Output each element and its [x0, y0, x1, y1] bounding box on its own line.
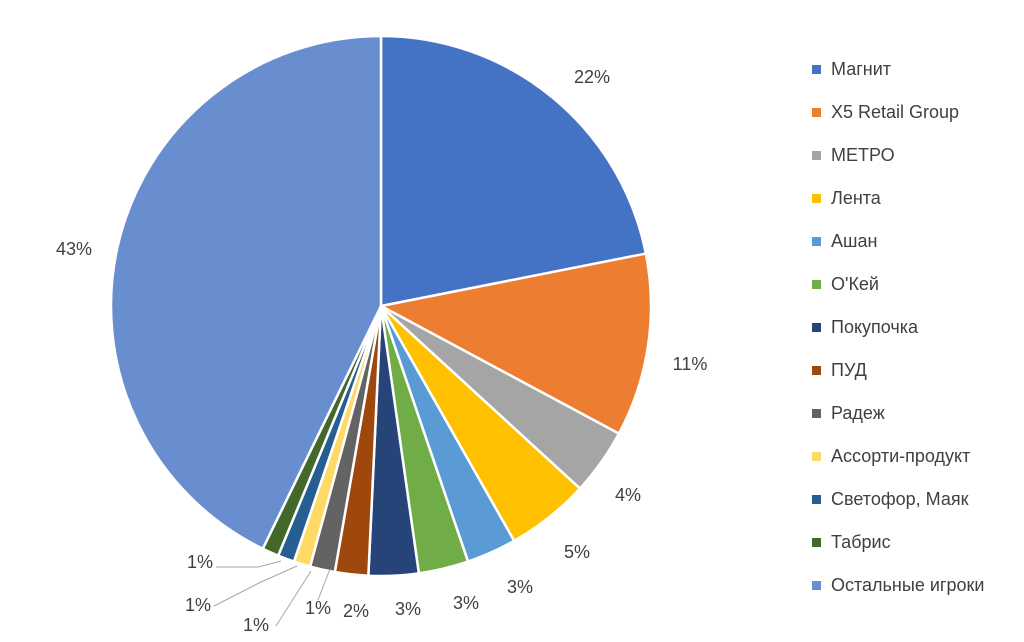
legend-swatch	[812, 237, 821, 246]
leader-line	[275, 570, 312, 627]
legend-item: ПУД	[812, 349, 1022, 392]
pie-slice-x5-retail-group	[379, 252, 653, 435]
legend-item: Радеж	[812, 392, 1022, 435]
legend-label: Покупочка	[831, 317, 919, 337]
legend-item: МЕТРО	[812, 134, 1022, 177]
leader-line	[216, 560, 282, 568]
data-label: 4%	[615, 485, 641, 505]
legend-swatch	[812, 452, 821, 461]
data-label: 1%	[185, 595, 211, 615]
legend-label: Магнит	[831, 59, 892, 79]
legend-swatch	[812, 495, 821, 504]
legend-swatch	[812, 194, 821, 203]
legend-label: X5 Retail Group	[831, 102, 960, 122]
legend-label: О'Кей	[831, 274, 879, 294]
leader-line	[213, 565, 298, 607]
data-label: 3%	[507, 577, 533, 597]
legend-item: Остальные игроки	[812, 564, 1022, 607]
legend-label: Светофор, Маяк	[831, 489, 969, 509]
data-label: 22%	[574, 67, 610, 87]
pie-slice-остальные-игроки	[109, 34, 383, 550]
legend-swatch	[812, 409, 821, 418]
legend-label: Лента	[831, 188, 881, 208]
legend-item: Табрис	[812, 521, 1022, 564]
legend-item: Светофор, Маяк	[812, 478, 1022, 521]
data-label: 1%	[243, 615, 269, 635]
data-label: 2%	[343, 601, 369, 621]
legend-label: МЕТРО	[831, 145, 895, 165]
data-label: 3%	[395, 599, 421, 619]
legend-item: Ассорти-продукт	[812, 435, 1022, 478]
legend-swatch	[812, 108, 821, 117]
data-label: 43%	[56, 239, 92, 259]
legend-item: О'Кей	[812, 263, 1022, 306]
data-label: 5%	[564, 542, 590, 562]
legend-label: Остальные игроки	[831, 575, 985, 595]
legend-swatch	[812, 366, 821, 375]
legend-swatch	[812, 323, 821, 332]
legend-label: Ашан	[831, 231, 878, 251]
legend-swatch	[812, 581, 821, 590]
legend-swatch	[812, 538, 821, 547]
legend-label: Табрис	[831, 532, 891, 552]
chart-legend: Магнит X5 Retail Group МЕТРО Лента Ашан О'Кей…	[812, 48, 1022, 607]
legend-label: ПУД	[831, 360, 867, 380]
legend-label: Радеж	[831, 403, 885, 423]
legend-label: Ассорти-продукт	[831, 446, 971, 466]
legend-item: Магнит	[812, 48, 1022, 91]
legend-swatch	[812, 151, 821, 160]
data-label: 1%	[305, 598, 331, 618]
legend-item: Ашан	[812, 220, 1022, 263]
data-label: 1%	[187, 552, 213, 572]
legend-swatch	[812, 280, 821, 289]
legend-swatch	[812, 65, 821, 74]
data-label: 11%	[673, 354, 708, 374]
legend-item: Лента	[812, 177, 1022, 220]
leader-line	[317, 568, 331, 601]
pie-slice-магнит	[379, 34, 648, 308]
legend-item: X5 Retail Group	[812, 91, 1022, 134]
data-label: 3%	[453, 593, 479, 613]
legend-item: Покупочка	[812, 306, 1022, 349]
